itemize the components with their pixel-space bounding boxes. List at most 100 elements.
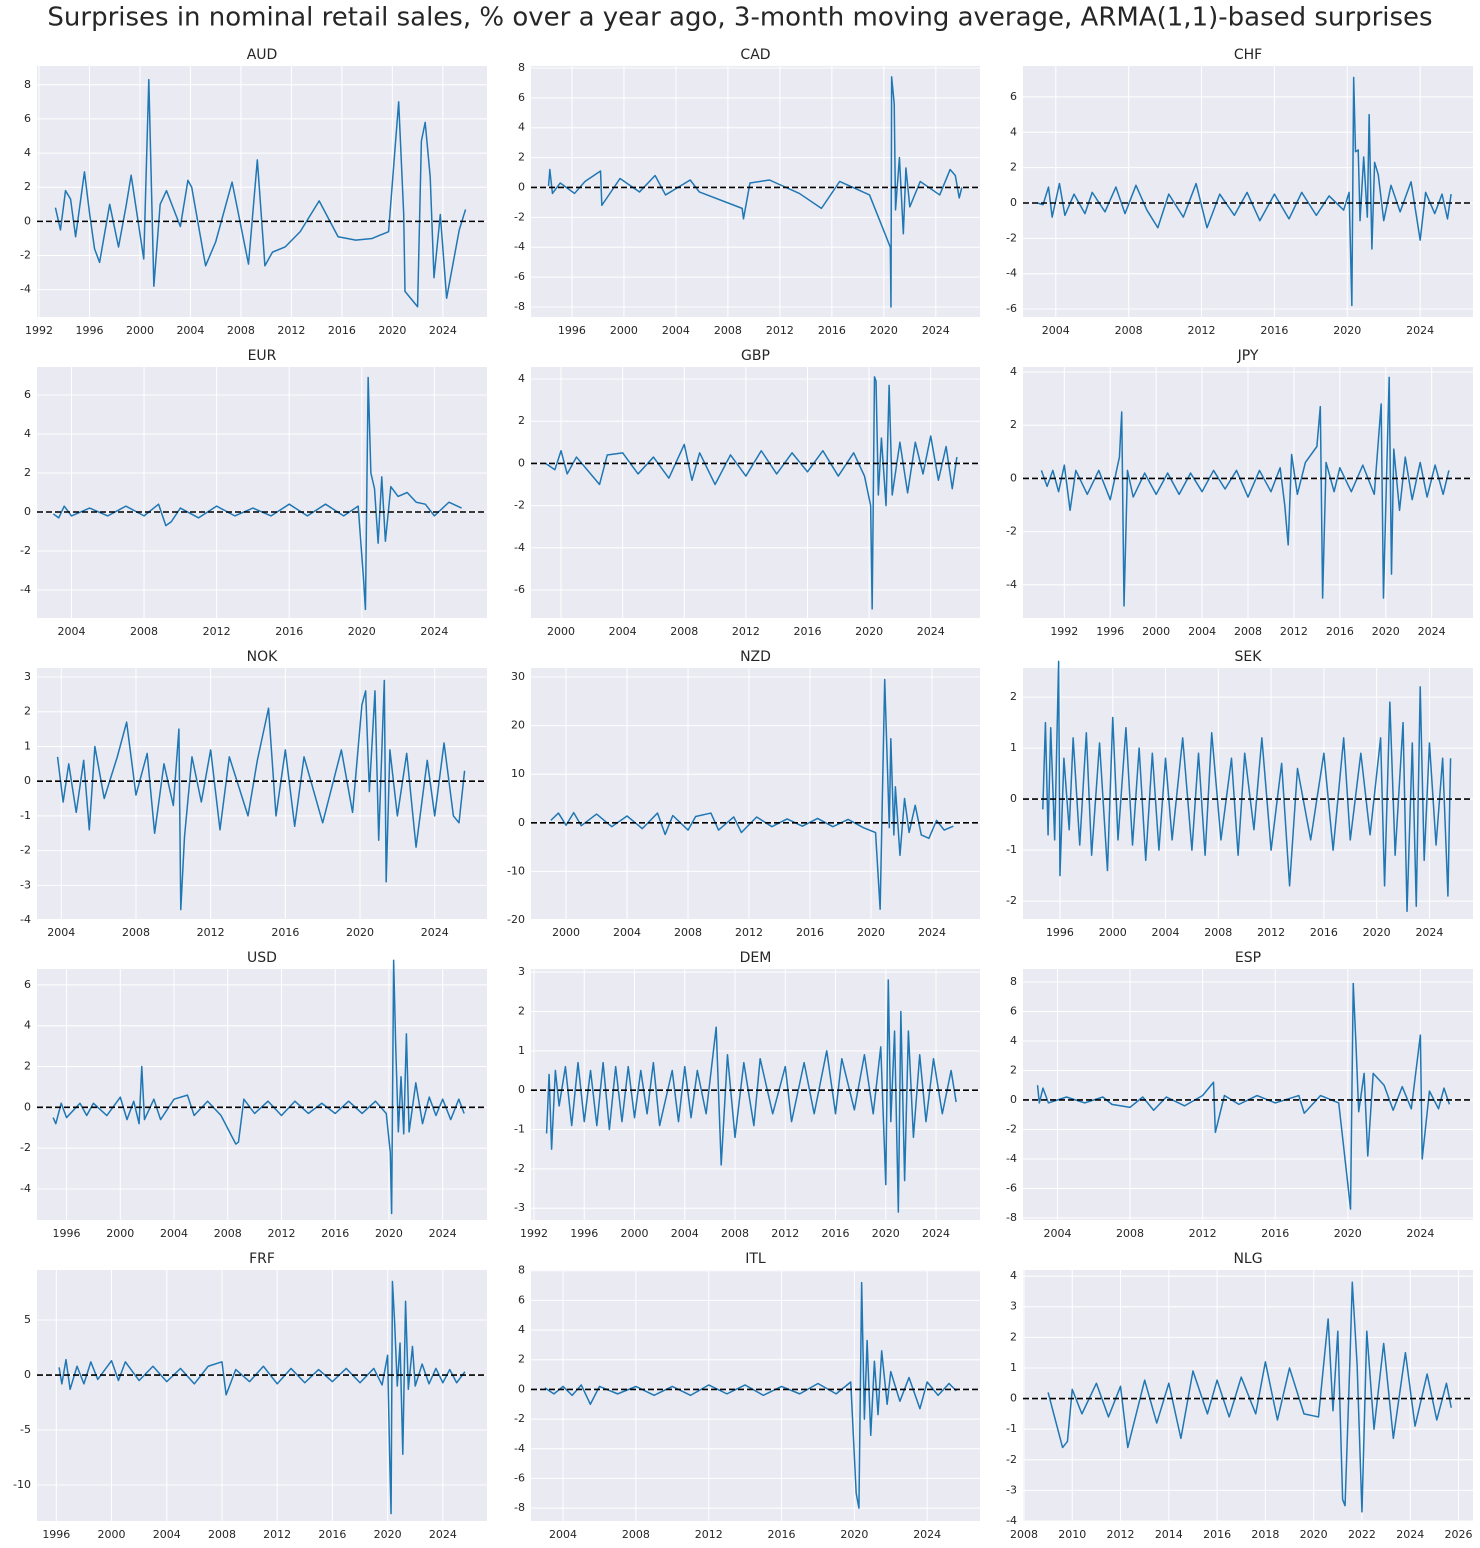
x-tick-label: 1992 <box>520 1227 548 1240</box>
x-tick-label: 2022 <box>1348 1528 1376 1541</box>
y-tick-label: 2 <box>518 1004 525 1017</box>
x-tick-label: 2004 <box>1042 324 1070 337</box>
x-tick-label: 2008 <box>1234 625 1262 638</box>
x-tick-label: 2000 <box>1142 625 1170 638</box>
panel-title: GBP <box>741 348 770 364</box>
y-tick-label: -2 <box>1006 1453 1017 1466</box>
y-tick-label: 0 <box>518 816 525 829</box>
x-tick-label: 2018 <box>1251 1528 1279 1541</box>
y-tick-label: 8 <box>518 61 525 74</box>
y-tick-label: 4 <box>24 146 31 159</box>
y-tick-label: 0 <box>24 1100 31 1113</box>
y-tick-label: -10 <box>507 864 525 877</box>
y-tick-label: -4 <box>1006 578 1017 591</box>
y-tick-label: 1 <box>1010 1361 1017 1374</box>
x-tick-label: 2012 <box>203 625 231 638</box>
panel-title: USD <box>247 950 277 966</box>
data-line <box>1036 982 1451 1210</box>
x-tick-label: 2004 <box>153 1528 181 1541</box>
y-tick-label: -4 <box>514 1442 525 1455</box>
panel: JPY -4 -2 0 2 4 1992 1996 2000 2004 2008 2012 2016 20… <box>1006 348 1473 638</box>
x-tick-label: 2016 <box>822 1227 850 1240</box>
y-tick-label: 1 <box>518 1044 525 1057</box>
y-tick-label: 0 <box>1010 471 1017 484</box>
x-tick-label: 2016 <box>1203 1528 1231 1541</box>
x-tick-label: 2024 <box>922 324 950 337</box>
x-tick-label: 2008 <box>1204 926 1232 939</box>
y-tick-label: 30 <box>511 670 525 683</box>
x-tick-label: 2014 <box>1155 1528 1183 1541</box>
data-line <box>545 979 957 1213</box>
x-tick-label: 2016 <box>796 926 824 939</box>
x-tick-label: 2024 <box>1418 625 1446 638</box>
y-tick-label: 2 <box>24 180 31 193</box>
x-tick-label: 2024 <box>918 926 946 939</box>
x-tick-label: 2020 <box>348 625 376 638</box>
y-tick-label: -4 <box>1006 1152 1017 1165</box>
panel: DEM -3 -2 -1 0 1 2 3 1992 1996 2000 2004 2008 2012 201… <box>514 950 980 1240</box>
y-tick-label: 2 <box>24 466 31 479</box>
x-tick-label: 2024 <box>429 324 457 337</box>
y-tick-label: 1 <box>24 739 31 752</box>
panel: ESP -8 -6 -4 -2 0 2 4 6 8 2004 2008 2012 2016 2020 2024 <box>1006 950 1473 1240</box>
y-tick-label: 4 <box>518 372 525 385</box>
y-tick-label: -2 <box>1006 525 1017 538</box>
x-tick-label: 1992 <box>1050 625 1078 638</box>
y-tick-label: -4 <box>1006 267 1017 280</box>
y-tick-label: 6 <box>518 1293 525 1306</box>
y-tick-label: 2 <box>24 1060 31 1073</box>
y-tick-label: 0 <box>24 505 31 518</box>
x-tick-label: 2012 <box>732 625 760 638</box>
panel: ITL -8 -6 -4 -2 0 2 4 6 8 2004 2008 2012 2016 2020 2024 <box>514 1251 980 1541</box>
x-tick-label: 2012 <box>263 1528 291 1541</box>
y-tick-label: -2 <box>20 544 31 557</box>
y-tick-label: 0 <box>518 1382 525 1395</box>
y-tick-label: 3 <box>1010 1300 1017 1313</box>
x-tick-label: 2000 <box>610 324 638 337</box>
x-tick-label: 2024 <box>1396 1528 1424 1541</box>
panel: FRF -10 -5 0 5 1996 2000 2004 2008 2012 2016 2020 20… <box>13 1251 487 1541</box>
y-tick-label: 0 <box>1010 1392 1017 1405</box>
data-line <box>58 1280 466 1515</box>
x-tick-label: 2020 <box>857 926 885 939</box>
x-tick-label: 2024 <box>922 1227 950 1240</box>
x-tick-label: 2024 <box>421 926 449 939</box>
x-tick-label: 2008 <box>670 625 698 638</box>
data-line <box>1047 1281 1453 1513</box>
panel-title: AUD <box>247 47 278 63</box>
panel-title: NZD <box>740 649 771 665</box>
y-tick-label: -2 <box>1006 1122 1017 1135</box>
x-tick-label: 2016 <box>321 1227 349 1240</box>
x-tick-label: 1992 <box>25 324 53 337</box>
x-tick-label: 1996 <box>42 1528 70 1541</box>
x-tick-label: 2008 <box>208 1528 236 1541</box>
x-tick-label: 2012 <box>735 926 763 939</box>
y-tick-label: -2 <box>514 499 525 512</box>
x-tick-label: 2020 <box>1372 625 1400 638</box>
x-tick-label: 2016 <box>271 926 299 939</box>
x-tick-label: 2016 <box>1260 324 1288 337</box>
x-tick-label: 2004 <box>57 625 85 638</box>
y-tick-label: -3 <box>514 1201 525 1214</box>
x-tick-label: 2000 <box>106 1227 134 1240</box>
figure-title: Surprises in nominal retail sales, % ove… <box>47 3 1432 33</box>
x-tick-label: 2016 <box>318 1528 346 1541</box>
panel-title: NOK <box>247 649 278 665</box>
y-tick-label: -4 <box>1006 1514 1017 1527</box>
y-tick-label: -1 <box>514 1123 525 1136</box>
y-tick-label: 0 <box>518 1083 525 1096</box>
y-tick-label: -6 <box>514 1471 525 1484</box>
plot-area <box>531 66 980 317</box>
y-tick-label: -2 <box>20 844 31 857</box>
x-tick-label: 2024 <box>917 625 945 638</box>
y-tick-label: -8 <box>1006 1211 1017 1224</box>
x-tick-label: 2012 <box>1188 324 1216 337</box>
y-tick-label: -3 <box>20 878 31 891</box>
x-tick-label: 1996 <box>53 1227 81 1240</box>
y-tick-label: -4 <box>20 913 31 926</box>
panel-title: EUR <box>248 348 277 364</box>
y-tick-label: 5 <box>24 1313 31 1326</box>
x-tick-label: 2004 <box>613 926 641 939</box>
x-tick-label: 2024 <box>1406 1227 1434 1240</box>
panel-title: NLG <box>1233 1251 1262 1267</box>
